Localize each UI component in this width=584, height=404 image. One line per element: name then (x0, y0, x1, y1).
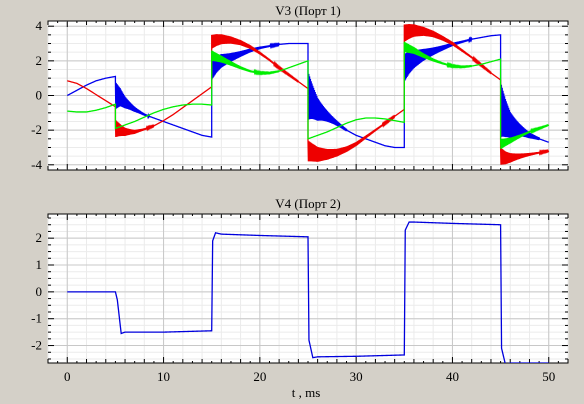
chart-v4-y-tick-label: 1 (36, 257, 43, 272)
chart-v4-title: V4 (Порт 2) (275, 196, 340, 211)
chart-v3-y-tick-label: 2 (36, 53, 43, 68)
chart-v4-x-tick-label: 50 (542, 369, 555, 384)
chart-v4-x-tick-label: 10 (157, 369, 170, 384)
chart-v4-x-tick-label: 40 (446, 369, 459, 384)
chart-v3-panel: V3 (Порт 1) -4 -2 0 2 4 (31, 3, 569, 172)
chart-v4-y-tick-label: 0 (36, 284, 43, 299)
chart-v4-x-tick-labels: 0 10 20 30 40 50 (64, 369, 555, 384)
chart-v3-title: V3 (Порт 1) (275, 3, 340, 18)
chart-v4-y-tick-label: -1 (31, 311, 42, 326)
chart-v4-x-axis-label: t , ms (292, 385, 321, 400)
chart-v3-y-tick-label: 0 (36, 88, 43, 103)
chart-v4-series (67, 221, 549, 363)
chart-v4-ticks (47, 214, 569, 363)
chart-v3-y-tick-label: 4 (36, 18, 43, 33)
chart-v3-series (66, 24, 550, 165)
chart-v4-y-tick-labels: -2 -1 0 1 2 (31, 230, 42, 352)
chart-v4-x-tick-label: 0 (64, 369, 71, 384)
chart-v3-y-tick-label: -2 (31, 122, 42, 137)
chart-v4-y-tick-label: 2 (36, 230, 43, 245)
chart-v4-panel: V4 (Порт 2) -2 -1 0 1 2 0 10 20 30 40 50 t , ms (31, 196, 569, 400)
chart-v3-series-line-2 (67, 41, 550, 149)
chart-v4-x-tick-label: 20 (253, 369, 266, 384)
chart-v3-ticks (47, 21, 569, 170)
chart-v3-y-tick-labels: -4 -2 0 2 4 (31, 18, 42, 172)
chart-v4-series-line-0 (67, 221, 549, 363)
chart-v3-y-tick-label: -4 (31, 157, 42, 172)
chart-v4-x-tick-label: 30 (350, 369, 363, 384)
chart-v4-y-tick-label: -2 (31, 338, 42, 353)
